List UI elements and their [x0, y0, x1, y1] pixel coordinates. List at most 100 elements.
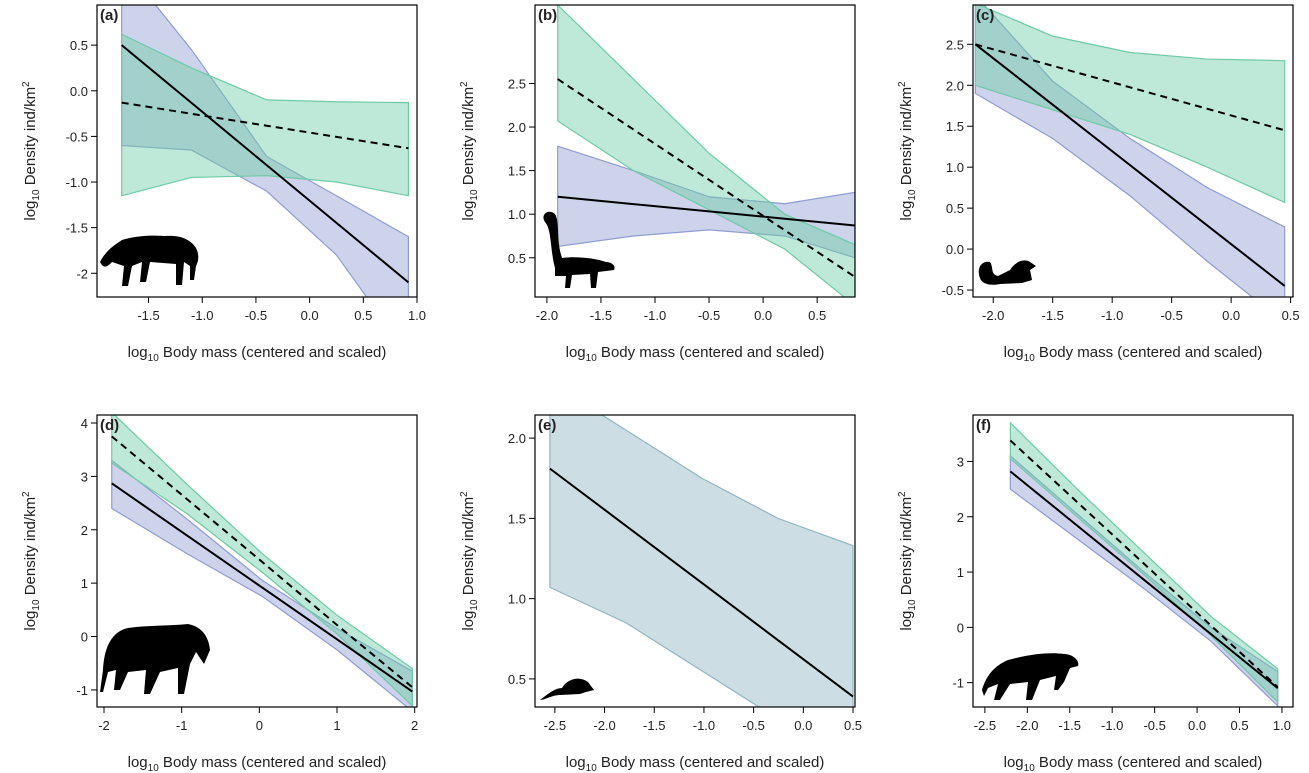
x-label-part: Body mass (centered and scaled): [159, 754, 387, 771]
y-tick-label: 1.0: [508, 592, 526, 607]
x-tick-label: -1.0: [1101, 308, 1123, 323]
x-axis-label: log10 Body mass (centered and scaled): [1004, 754, 1263, 773]
x-tick-label: 0.0: [301, 308, 319, 323]
fit-line: [549, 467, 854, 698]
panel-label: (d): [100, 417, 119, 434]
y-axis-label: log10 Density ind/km2: [21, 81, 42, 221]
confidence-band: [549, 415, 854, 707]
x-label-part: 10: [586, 353, 598, 364]
x-tick-label: -0.5: [698, 308, 720, 323]
y-tick-label: 2.0: [508, 431, 526, 446]
x-label-part: 10: [586, 763, 598, 773]
x-label-part: 10: [1024, 763, 1036, 773]
y-tick-label: -0.5: [942, 283, 964, 298]
plot-area: [111, 415, 413, 707]
wildebeest-silhouette: [100, 624, 210, 694]
y-label-part: log: [460, 611, 477, 631]
panel-label: (e): [538, 417, 556, 434]
y-label-part: Density ind/km: [22, 497, 39, 600]
y-label-part: log: [22, 201, 39, 221]
plot-frame: [96, 4, 418, 298]
shrew-silhouette: [540, 678, 594, 700]
panel-label: (b): [538, 7, 557, 24]
panel-label: (a): [100, 7, 118, 24]
y-label-part: 10: [469, 599, 480, 611]
x-tick-label: 0: [256, 718, 263, 733]
x-tick-label: -0.5: [742, 718, 764, 733]
x-tick-label: -1: [176, 718, 188, 733]
panel: -2.0 -1.5 -1.0 -0.5 0.0 0.5 -0.5 0.0 0.5 1.0 1.5 2.…: [897, 4, 1300, 364]
x-tick-label: 0.0: [754, 308, 772, 323]
panel: -2.5 -2.0 -1.5 -1.0 -0.5 0.0 0.5 0.5 1.0 1.5 2.0 (e…: [459, 414, 862, 773]
x-label-part: log: [566, 754, 586, 771]
confidence-band: [111, 415, 413, 707]
y-label-part: log: [898, 201, 915, 221]
y-tick-label: -1.0: [66, 175, 88, 190]
x-tick-label: 1.0: [1273, 718, 1291, 733]
y-label-part: 10: [469, 189, 480, 201]
fit-line: [121, 101, 409, 150]
y-tick-label: 1.0: [508, 207, 526, 222]
y-label-part: log: [898, 611, 915, 631]
x-axis-label: log10 Body mass (centered and scaled): [128, 344, 387, 364]
y-axis-label: log10 Density ind/km2: [21, 491, 42, 631]
x-tick-label: -2.0: [593, 718, 615, 733]
confidence-band: [121, 33, 410, 197]
y-label-part: log: [22, 611, 39, 631]
fit-line: [557, 78, 855, 278]
x-label-part: log: [566, 344, 586, 361]
x-label-part: log: [1004, 344, 1024, 361]
fit-line: [557, 195, 855, 227]
x-tick-label: -2.0: [982, 308, 1004, 323]
y-label-part: Density ind/km: [460, 87, 477, 190]
plot-area: [549, 415, 854, 707]
x-label-part: Body mass (centered and scaled): [597, 344, 825, 361]
x-label-part: 10: [148, 353, 160, 364]
y-label-part: 10: [907, 189, 918, 201]
y-tick-label: 1.5: [508, 164, 526, 179]
y-label-part: 2: [897, 491, 908, 497]
plot-frame: [534, 414, 856, 708]
x-tick-label: 0.0: [1188, 718, 1206, 733]
y-tick-label: 0.0: [70, 84, 88, 99]
x-label-part: 10: [1024, 353, 1036, 364]
x-tick-label: -0.5: [1160, 308, 1182, 323]
fit-line: [1009, 439, 1279, 688]
y-tick-label: 2: [81, 523, 88, 538]
x-tick-label: 0.5: [808, 308, 826, 323]
y-tick-label: 1.5: [946, 119, 964, 134]
x-tick-label: -1.5: [1059, 718, 1081, 733]
y-label-part: Density ind/km: [898, 497, 915, 600]
y-tick-label: 0.5: [70, 38, 88, 53]
y-tick-label: 2: [957, 510, 964, 525]
x-tick-label: -0.5: [245, 308, 267, 323]
y-tick-label: 0.5: [946, 201, 964, 216]
y-tick-label: 1: [81, 576, 88, 591]
y-tick-label: 0.5: [508, 251, 526, 266]
x-tick-label: -1.0: [644, 308, 666, 323]
x-tick-label: -2.5: [544, 718, 566, 733]
y-tick-label: 3: [957, 454, 964, 469]
y-label-part: 2: [459, 491, 470, 497]
y-label-part: Density ind/km: [460, 497, 477, 600]
x-tick-label: -1.5: [590, 308, 612, 323]
confidence-band: [1009, 421, 1279, 704]
y-label-part: 10: [31, 599, 42, 611]
hyena-silhouette: [982, 653, 1079, 700]
x-label-part: Body mass (centered and scaled): [1035, 754, 1263, 771]
y-tick-label: 4: [81, 416, 88, 431]
x-tick-label: -1.5: [1041, 308, 1063, 323]
plot-area: [974, 5, 1286, 297]
y-axis-label: log10 Density ind/km2: [459, 81, 480, 221]
x-tick-label: 0.5: [1230, 718, 1248, 733]
y-tick-label: 1.0: [946, 160, 964, 175]
x-tick-label: -0.5: [1143, 718, 1165, 733]
confidence-band: [557, 5, 855, 297]
y-label-part: 10: [907, 599, 918, 611]
y-tick-label: 0.0: [946, 242, 964, 257]
y-axis-label: log10 Density ind/km2: [897, 81, 918, 221]
y-label-part: log: [460, 201, 477, 221]
x-label-part: Body mass (centered and scaled): [1035, 344, 1263, 361]
